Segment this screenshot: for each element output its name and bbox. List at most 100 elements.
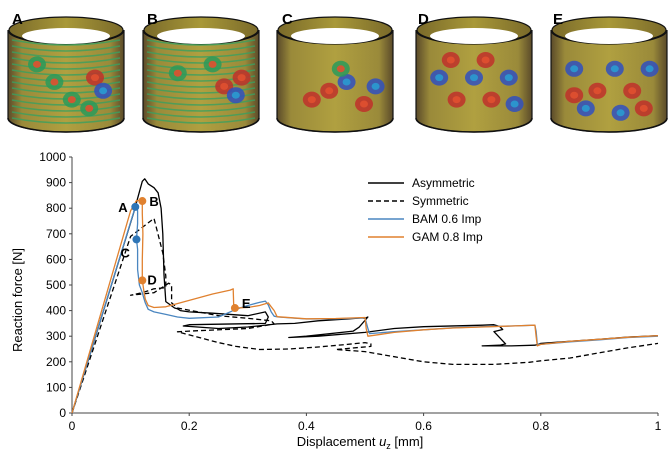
wrinkle-stripe <box>11 39 121 46</box>
buckling-lobe-core <box>504 74 513 82</box>
panel-letter-B: B <box>147 11 158 28</box>
panel-letter-D: D <box>418 11 429 28</box>
x-axis-title-variable: u <box>379 434 386 449</box>
wrinkle-stripe <box>146 105 256 112</box>
y-tick-label: 500 <box>46 278 66 292</box>
buckling-lobe-core <box>581 104 590 112</box>
wrinkle-stripe <box>11 105 121 112</box>
buckling-lobe-core <box>628 87 637 95</box>
buckling-lobe-core <box>50 78 59 86</box>
cylinder-hole <box>291 28 379 44</box>
y-tick-label: 600 <box>46 252 66 266</box>
marker-point-B <box>138 197 147 206</box>
marker-label-E: E <box>242 296 251 311</box>
wrinkle-stripe <box>11 45 121 52</box>
cylinder-bottom-edge <box>415 117 533 133</box>
cylinder-hole <box>430 28 518 44</box>
buckling-lobe-core <box>446 56 455 64</box>
y-axis-title: Reaction force [N] <box>10 248 25 352</box>
cylinder-bottom-edge <box>550 117 668 133</box>
legend-label: Symmetric <box>412 194 469 208</box>
buckling-lobe-core <box>67 96 76 104</box>
buckling-lobe-core <box>610 65 619 73</box>
y-tick-label: 100 <box>46 380 66 394</box>
wrinkle-stripe <box>11 81 121 88</box>
cylinder-panel-C: C <box>276 11 394 133</box>
buckling-lobe-core <box>91 74 99 82</box>
buckling-lobe-core <box>208 60 217 68</box>
panel-letter-C: C <box>282 11 293 28</box>
legend-label: Asymmetric <box>412 176 475 190</box>
wrinkle-stripe <box>146 45 256 52</box>
marker-label-B: B <box>149 194 158 209</box>
cylinder-body <box>550 29 668 133</box>
buckling-lobe-core <box>336 65 345 73</box>
x-tick-label: 0.8 <box>532 419 549 433</box>
buckling-lobe-core <box>616 109 625 117</box>
marker-label-A: A <box>118 200 128 215</box>
cylinder-panel-B: B <box>142 11 260 133</box>
marker-point-C <box>132 235 141 244</box>
buckling-lobe-core <box>510 100 519 108</box>
x-tick-label: 0.4 <box>298 419 315 433</box>
buckling-lobe-core <box>435 74 444 82</box>
y-tick-label: 800 <box>46 201 66 215</box>
buckling-lobe-core <box>570 65 579 73</box>
x-tick-label: 0.6 <box>415 419 432 433</box>
buckling-lobe-core <box>33 60 41 68</box>
wrinkle-stripe <box>146 87 256 94</box>
cylinder-hole <box>565 28 653 44</box>
wrinkle-stripe <box>11 111 121 118</box>
buckling-lobe-core <box>645 65 654 73</box>
wrinkle-stripe <box>11 69 121 76</box>
buckling-lobe-core <box>173 69 182 77</box>
buckling-lobe-core <box>231 91 240 99</box>
y-tick-label: 400 <box>46 304 66 318</box>
marker-point-E <box>230 304 239 313</box>
series-line-bam-0-6-imp <box>71 206 659 414</box>
x-tick-label: 1 <box>655 419 662 433</box>
buckling-lobe-core <box>487 96 496 104</box>
x-tick-label: 0.2 <box>181 419 198 433</box>
series-line-symmetric <box>71 217 659 414</box>
chart-axes: 0 100 200 300 400 500 600 700 800 900 1000 0 0.2 0.4 0… <box>39 150 661 433</box>
buckling-lobe-core <box>639 104 648 112</box>
chart-legend: Asymmetric Symmetric BAM 0.6 Imp GAM 0.8 Im… <box>368 176 483 244</box>
x-tick-label: 0 <box>69 419 76 433</box>
wrinkle-stripe <box>11 51 121 58</box>
marker-point-D <box>138 276 147 285</box>
buckling-lobe-core <box>470 74 478 82</box>
wrinkle-stripe <box>11 63 121 70</box>
marker-label-C: C <box>120 245 130 260</box>
cylinder-bottom-edge <box>276 117 394 133</box>
panel-letter-A: A <box>12 11 23 28</box>
series-line-asymmetric <box>71 178 659 414</box>
cylinder-panel-E: E <box>550 11 668 133</box>
cylinder-panel-A: A <box>7 11 125 133</box>
x-axis-title-subscript: z <box>386 441 391 451</box>
chart-area: 0 100 200 300 400 500 600 700 800 900 1000 0 0.2 0.4 0… <box>10 150 662 451</box>
buckling-lobe-core <box>99 87 108 95</box>
buckling-lobe-core <box>85 104 94 112</box>
wrinkle-stripe <box>146 39 256 46</box>
buckling-lobe-core <box>307 96 316 104</box>
cylinder-panels: A B C D E <box>7 11 668 133</box>
wrinkle-stripe <box>146 63 256 70</box>
buckling-lobe-core <box>570 91 579 99</box>
buckling-lobe-core <box>342 78 351 86</box>
legend-label: GAM 0.8 Imp <box>412 230 483 244</box>
markers-layer: A B C D E <box>118 194 251 313</box>
buckling-lobe-core <box>325 87 334 95</box>
x-axis-title: Displacement uz [mm] <box>297 434 424 451</box>
wrinkle-stripe <box>11 75 121 82</box>
wrinkle-stripe <box>146 117 256 124</box>
series-layer <box>71 178 659 414</box>
cylinder-hole <box>22 28 110 44</box>
wrinkle-stripe <box>11 57 121 64</box>
wrinkle-stripe <box>146 57 256 64</box>
cylinder-hole <box>157 28 245 44</box>
x-axis-title-unit: [mm] <box>391 434 424 449</box>
legend-label: BAM 0.6 Imp <box>412 212 482 226</box>
y-tick-label: 1000 <box>39 150 66 164</box>
